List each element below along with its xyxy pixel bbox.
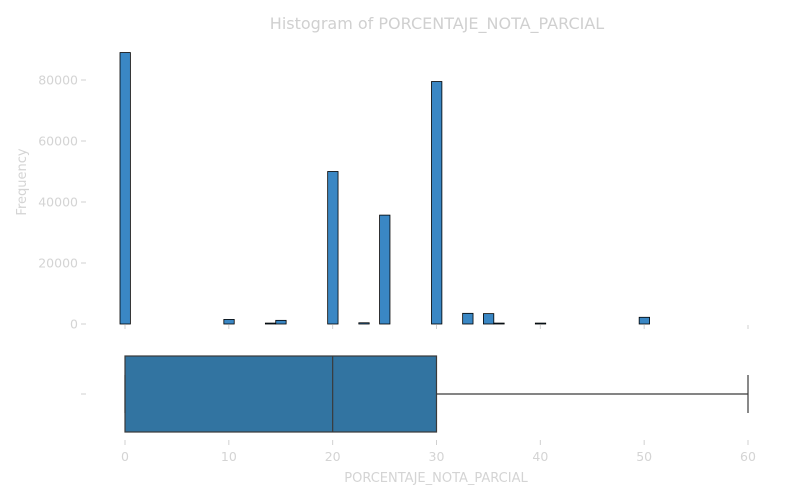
x-tick-label: 0 <box>121 449 129 464</box>
y-tick-label: 60000 <box>38 134 78 149</box>
histogram-bar <box>358 322 370 325</box>
y-tick-label: 0 <box>70 317 78 332</box>
x-tick-label: 50 <box>636 449 652 464</box>
histogram-x-axis-ticks <box>124 325 749 329</box>
histogram-bar <box>327 171 339 325</box>
histogram-y-axis-ticks: 0 20000 40000 60000 80000 <box>38 73 86 332</box>
histogram-bar <box>379 214 391 325</box>
histogram-bar <box>223 319 235 325</box>
histogram-bars <box>119 52 650 325</box>
box-plot <box>124 355 749 433</box>
chart-title: Histogram of PORCENTAJE_NOTA_PARCIAL <box>270 14 604 34</box>
x-tick-label: 40 <box>532 449 548 464</box>
x-tick-label: 60 <box>740 449 756 464</box>
x-axis-label: PORCENTAJE_NOTA_PARCIAL <box>344 471 528 486</box>
histogram-bar <box>638 316 650 325</box>
x-tick-label: 10 <box>221 449 237 464</box>
y-tick-label: 80000 <box>38 73 78 88</box>
histogram-bar <box>264 322 277 325</box>
histogram-bar <box>493 322 505 325</box>
histogram-bar <box>462 312 474 325</box>
histogram-bar <box>431 81 443 325</box>
box-x-axis-ticks: 0 10 20 30 40 50 60 <box>121 440 756 464</box>
histogram-bar <box>119 52 131 325</box>
x-tick-label: 30 <box>429 449 445 464</box>
box-iqr <box>124 355 438 433</box>
y-tick-label: 40000 <box>38 195 78 210</box>
y-axis-label: Frequency <box>15 148 30 215</box>
histogram-bar <box>483 313 495 325</box>
histogram-bar <box>534 322 547 325</box>
y-tick-label: 20000 <box>38 256 78 271</box>
histogram-bar <box>275 319 287 325</box>
x-tick-label: 20 <box>325 449 341 464</box>
